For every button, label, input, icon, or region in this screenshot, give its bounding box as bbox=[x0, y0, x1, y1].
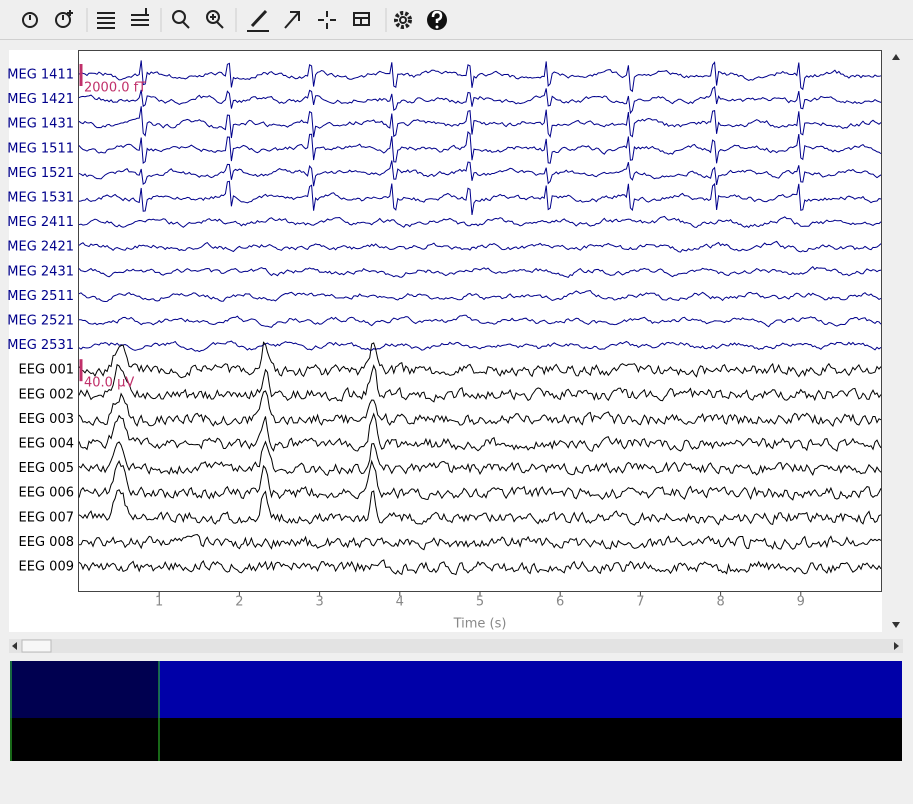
x-tick-label: 6 bbox=[556, 595, 564, 610]
vertical-scrollbar[interactable] bbox=[888, 50, 904, 632]
rewind-button[interactable] bbox=[22, 12, 38, 28]
trace bbox=[78, 363, 882, 403]
channel-label: MEG 1411 bbox=[7, 68, 74, 83]
channel-label: MEG 1521 bbox=[7, 166, 74, 181]
trace bbox=[78, 341, 882, 379]
channel-label: EEG 008 bbox=[19, 535, 74, 550]
overview-bar[interactable] bbox=[10, 661, 902, 761]
x-tick-label: 4 bbox=[396, 595, 404, 610]
arrow-button[interactable] bbox=[284, 11, 300, 29]
toolbar bbox=[0, 8, 913, 40]
trace bbox=[78, 240, 882, 253]
channel-label: MEG 2421 bbox=[7, 240, 74, 255]
x-tick-label: 7 bbox=[636, 595, 644, 610]
trace bbox=[78, 131, 882, 165]
x-tick-label: 9 bbox=[797, 595, 805, 610]
traces bbox=[78, 60, 882, 576]
x-tick-label: 3 bbox=[315, 595, 323, 610]
channel-label: EEG 002 bbox=[19, 387, 74, 402]
trace bbox=[78, 340, 882, 353]
channel-label: MEG 1511 bbox=[7, 141, 74, 156]
trace bbox=[78, 215, 882, 229]
trace bbox=[78, 459, 882, 501]
channel-label: MEG 2411 bbox=[7, 215, 74, 230]
trace bbox=[78, 533, 882, 551]
scale-label: 2000.0 fT bbox=[84, 81, 146, 96]
channel-label: EEG 009 bbox=[19, 560, 74, 575]
channel-label: MEG 2431 bbox=[7, 264, 74, 279]
trace bbox=[78, 180, 882, 215]
channel-label: MEG 2511 bbox=[7, 289, 74, 304]
trace bbox=[78, 559, 882, 576]
help-button[interactable] bbox=[427, 10, 447, 30]
channel-label: MEG 2531 bbox=[7, 338, 74, 353]
trace bbox=[78, 86, 882, 115]
crosshair-button[interactable] bbox=[318, 11, 336, 29]
settings-button[interactable] bbox=[394, 11, 412, 29]
trace bbox=[78, 289, 882, 303]
x-tick-label: 8 bbox=[716, 595, 724, 610]
annotation-button[interactable] bbox=[247, 9, 269, 32]
channel-label: MEG 1431 bbox=[7, 117, 74, 132]
forward-button[interactable] bbox=[55, 10, 73, 28]
channel-label: EEG 001 bbox=[19, 363, 74, 378]
axes-frame bbox=[78, 50, 882, 592]
channel-label: MEG 2521 bbox=[7, 314, 74, 329]
x-tick-label: 2 bbox=[235, 595, 243, 610]
channel-label: MEG 1531 bbox=[7, 191, 74, 206]
channel-label: EEG 007 bbox=[19, 510, 74, 525]
channel-label: EEG 005 bbox=[19, 461, 74, 476]
trace bbox=[78, 60, 882, 93]
zoom-in-button[interactable] bbox=[206, 10, 224, 29]
fewer-channels-button[interactable] bbox=[97, 12, 115, 29]
trace bbox=[78, 106, 882, 139]
trace bbox=[78, 440, 882, 476]
x-axis-label: Time (s) bbox=[453, 617, 507, 632]
x-tick-label: 5 bbox=[476, 595, 484, 610]
trace bbox=[78, 390, 882, 427]
channel-label: MEG 1421 bbox=[7, 92, 74, 107]
channel-label: EEG 006 bbox=[19, 486, 74, 501]
trace bbox=[78, 489, 882, 526]
channel-label: EEG 004 bbox=[19, 437, 74, 452]
horizontal-scrollbar[interactable] bbox=[9, 639, 903, 653]
more-channels-button[interactable] bbox=[131, 8, 149, 26]
x-tick-label: 1 bbox=[155, 595, 163, 610]
trace bbox=[78, 412, 882, 452]
channel-label: EEG 003 bbox=[19, 412, 74, 427]
trace bbox=[78, 314, 882, 328]
trace bbox=[78, 265, 882, 278]
scale-label: 40.0 µV bbox=[84, 376, 134, 391]
trace bbox=[78, 160, 882, 187]
zoom-out-button[interactable] bbox=[172, 10, 190, 29]
projector-button[interactable] bbox=[353, 12, 370, 26]
